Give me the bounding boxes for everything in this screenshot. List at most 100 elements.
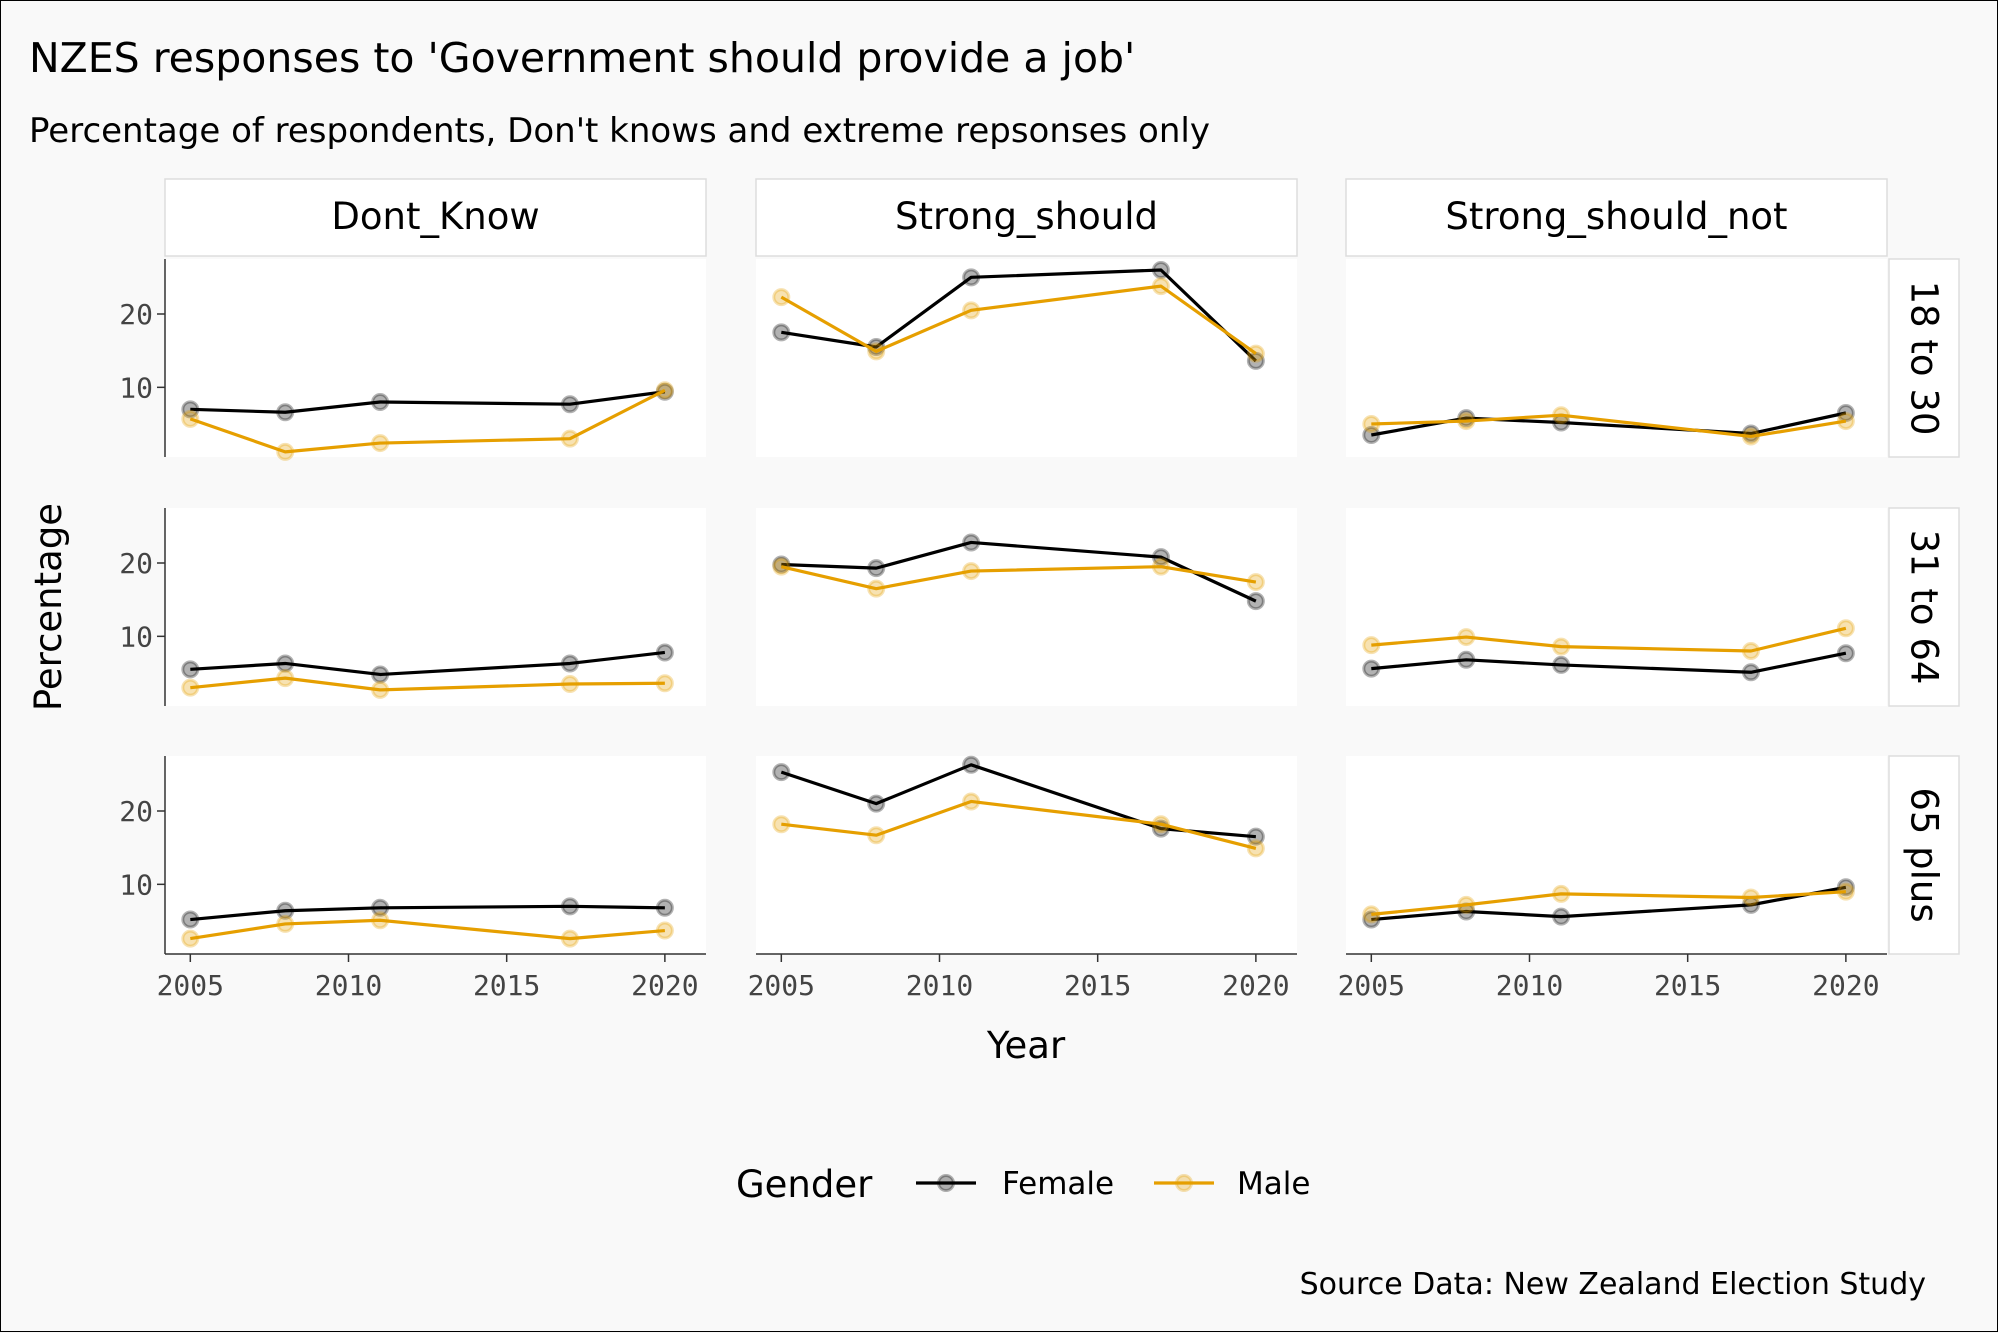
legend-label-female: Female	[1002, 1166, 1114, 1202]
data-point-male	[1741, 642, 1760, 660]
data-point-male	[772, 557, 791, 576]
y-tick-label: 20	[119, 547, 153, 580]
facet-strip-strong-should-not	[1345, 178, 1888, 257]
data-point-male	[276, 669, 295, 688]
data-point-male	[371, 680, 390, 699]
y-tick-label: 10	[119, 620, 153, 653]
facet-row-label: 18 to 30	[1903, 281, 1946, 436]
data-point-male	[962, 562, 981, 581]
data-point-male	[867, 826, 886, 845]
facet-strip-label: Strong_should	[895, 195, 1158, 238]
data-point-male	[560, 675, 579, 693]
data-point-male	[867, 342, 886, 361]
x-tick-label: 2010	[906, 969, 973, 1002]
chart-title: NZES responses to 'Government should pro…	[29, 34, 1135, 82]
data-point-female	[181, 400, 200, 419]
data-point-female	[1362, 910, 1381, 929]
data-point-female	[276, 403, 295, 422]
x-tick-label: 2020	[631, 969, 698, 1002]
panel-background	[1346, 756, 1887, 954]
panel-grid: Dont_Know Strong_should Strong_should_not 1…	[119, 178, 1960, 1002]
x-tick-label: 2015	[1064, 969, 1131, 1002]
data-point-female	[962, 533, 981, 552]
y-tick-label: 20	[119, 795, 153, 828]
series-line-male	[1371, 626, 1847, 653]
data-point-female	[1246, 592, 1265, 611]
facet-strip-label: Dont_Know	[331, 195, 539, 238]
legend-key-point	[937, 1174, 955, 1192]
panel-background	[756, 259, 1297, 457]
data-point-male	[1552, 406, 1571, 425]
data-point-male	[1151, 815, 1170, 834]
data-point-male	[1246, 839, 1265, 858]
x-axis-title: Year	[986, 1024, 1066, 1067]
data-point-female	[1246, 827, 1265, 846]
series-line-male	[190, 676, 665, 692]
panel-background	[756, 756, 1297, 954]
data-point-female	[1552, 655, 1571, 674]
series-line-female	[781, 268, 1257, 363]
data-point-female	[867, 794, 886, 813]
data-point-male	[772, 288, 791, 307]
data-point-female	[371, 665, 390, 684]
data-point-male	[276, 442, 295, 461]
data-point-male	[1457, 412, 1476, 431]
data-point-male	[371, 434, 390, 453]
data-point-male	[1552, 637, 1571, 656]
series-line-male	[1371, 413, 1847, 439]
legend: Gender Female Male	[736, 1163, 1310, 1206]
x-tick-label: 2005	[157, 969, 224, 1002]
x-tick-label: 2015	[473, 969, 540, 1002]
legend-title: Gender	[736, 1163, 873, 1206]
data-point-male	[1362, 905, 1381, 924]
data-point-female	[772, 763, 791, 782]
y-tick-label: 10	[119, 371, 153, 404]
x-tick-label: 2005	[748, 969, 815, 1002]
data-point-female	[181, 660, 200, 679]
data-point-male	[1151, 557, 1170, 576]
data-point-male	[772, 815, 791, 834]
facet-strip-label: Strong_should_not	[1445, 195, 1787, 238]
data-point-male	[1151, 277, 1170, 296]
data-point-female	[560, 654, 579, 673]
x-tick-label: 2010	[1496, 969, 1563, 1002]
facet-strip-strong-should	[755, 178, 1298, 257]
data-point-female	[1151, 261, 1170, 279]
data-point-female	[371, 898, 390, 917]
panel-background	[165, 756, 706, 954]
data-point-female	[655, 643, 674, 662]
series-line-female	[1371, 651, 1847, 674]
facet-strip-dont-know	[164, 178, 707, 257]
series-line-male	[190, 918, 666, 941]
x-tick-label: 2020	[1812, 969, 1879, 1002]
data-point-male	[1457, 895, 1476, 914]
data-point-male	[1457, 628, 1476, 647]
data-point-female	[1836, 404, 1855, 422]
data-point-male	[655, 921, 674, 940]
series-line-female	[190, 904, 665, 922]
data-point-male	[1246, 573, 1265, 592]
series-line-male	[189, 388, 666, 454]
data-point-female	[560, 897, 579, 916]
chart-subtitle: Percentage of respondents, Don't knows a…	[29, 111, 1210, 151]
panel-background	[165, 508, 706, 706]
legend-label-male: Male	[1237, 1166, 1310, 1202]
y-axis-title: Percentage	[27, 503, 70, 711]
legend-key-point	[1175, 1174, 1193, 1192]
data-point-male	[181, 409, 200, 428]
data-point-male	[1552, 884, 1571, 903]
data-point-female	[1151, 548, 1170, 567]
x-tick-label: 2020	[1222, 969, 1289, 1002]
series-line-male	[781, 799, 1257, 850]
data-point-female	[1362, 659, 1381, 678]
data-point-male	[181, 929, 200, 948]
data-point-male	[276, 914, 295, 933]
data-point-male	[1836, 882, 1855, 901]
data-point-female	[962, 755, 981, 774]
data-point-male	[962, 301, 981, 320]
panel-background	[756, 508, 1297, 706]
data-point-female	[962, 268, 981, 287]
series-line-male	[780, 284, 1257, 355]
facet-strip-18-to-30	[1888, 258, 1960, 458]
